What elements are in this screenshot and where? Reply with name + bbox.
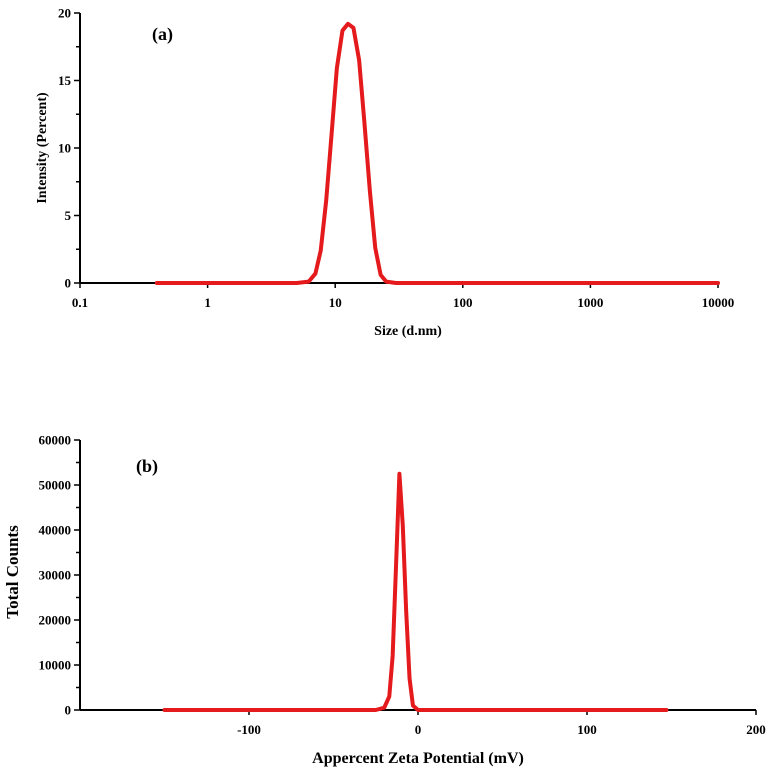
x-tick-label: 200 <box>746 722 766 737</box>
series-line <box>154 21 720 285</box>
y-tick-label: 40000 <box>39 523 72 538</box>
series-b <box>162 471 669 712</box>
x-tick-label: 10000 <box>702 295 735 310</box>
y-tick-label: 10 <box>58 141 71 156</box>
y-axis-title-b: Total Counts <box>3 525 22 619</box>
y-tick-label: 50000 <box>39 478 72 493</box>
x-axis-title-b: Appercent Zeta Potential (mV) <box>312 750 524 767</box>
x-tick-label: 10 <box>329 295 342 310</box>
axes-b <box>79 440 756 711</box>
x-axis-title-a: Size (d.nm) <box>374 324 442 339</box>
y-tick-label: 60000 <box>39 433 72 448</box>
series-line <box>162 471 669 712</box>
y-tick-label: 0 <box>65 276 72 291</box>
x-ticks-a: 0.1 1 10 100 1000 10000 <box>72 283 734 310</box>
series-a <box>154 21 720 285</box>
panel-label-a: (a) <box>152 24 173 45</box>
x-tick-label: 100 <box>453 295 473 310</box>
x-tick-label: 1 <box>204 295 211 310</box>
y-tick-label: 0 <box>65 703 72 718</box>
y-tick-label: 15 <box>58 73 72 88</box>
x-ticks-b: -100 0 100 200 <box>237 710 766 737</box>
x-tick-label: -100 <box>237 722 261 737</box>
y-tick-label: 20000 <box>39 613 72 628</box>
panel-label-b: (b) <box>136 456 158 477</box>
x-tick-label: 0.1 <box>72 295 88 310</box>
panel-a: 0.1 1 10 100 1000 10000 0 5 10 15 20 (a) Size (d.… <box>35 6 734 340</box>
y-tick-label: 30000 <box>39 568 72 583</box>
x-tick-label: 0 <box>415 722 422 737</box>
x-tick-label: 100 <box>577 722 597 737</box>
y-ticks-a: 0 5 10 15 20 <box>58 6 80 291</box>
panel-b: -100 0 100 200 0 10000 20000 30000 40000 50000 60… <box>3 433 766 768</box>
y-tick-label: 20 <box>58 6 71 21</box>
y-tick-label: 5 <box>65 208 72 223</box>
y-ticks-b: 0 10000 20000 30000 40000 50000 60000 <box>39 433 80 718</box>
y-tick-label: 10000 <box>39 658 72 673</box>
axes-a <box>79 13 718 284</box>
x-tick-label: 1000 <box>577 295 603 310</box>
y-axis-title-a: Intensity (Percent) <box>35 92 50 204</box>
